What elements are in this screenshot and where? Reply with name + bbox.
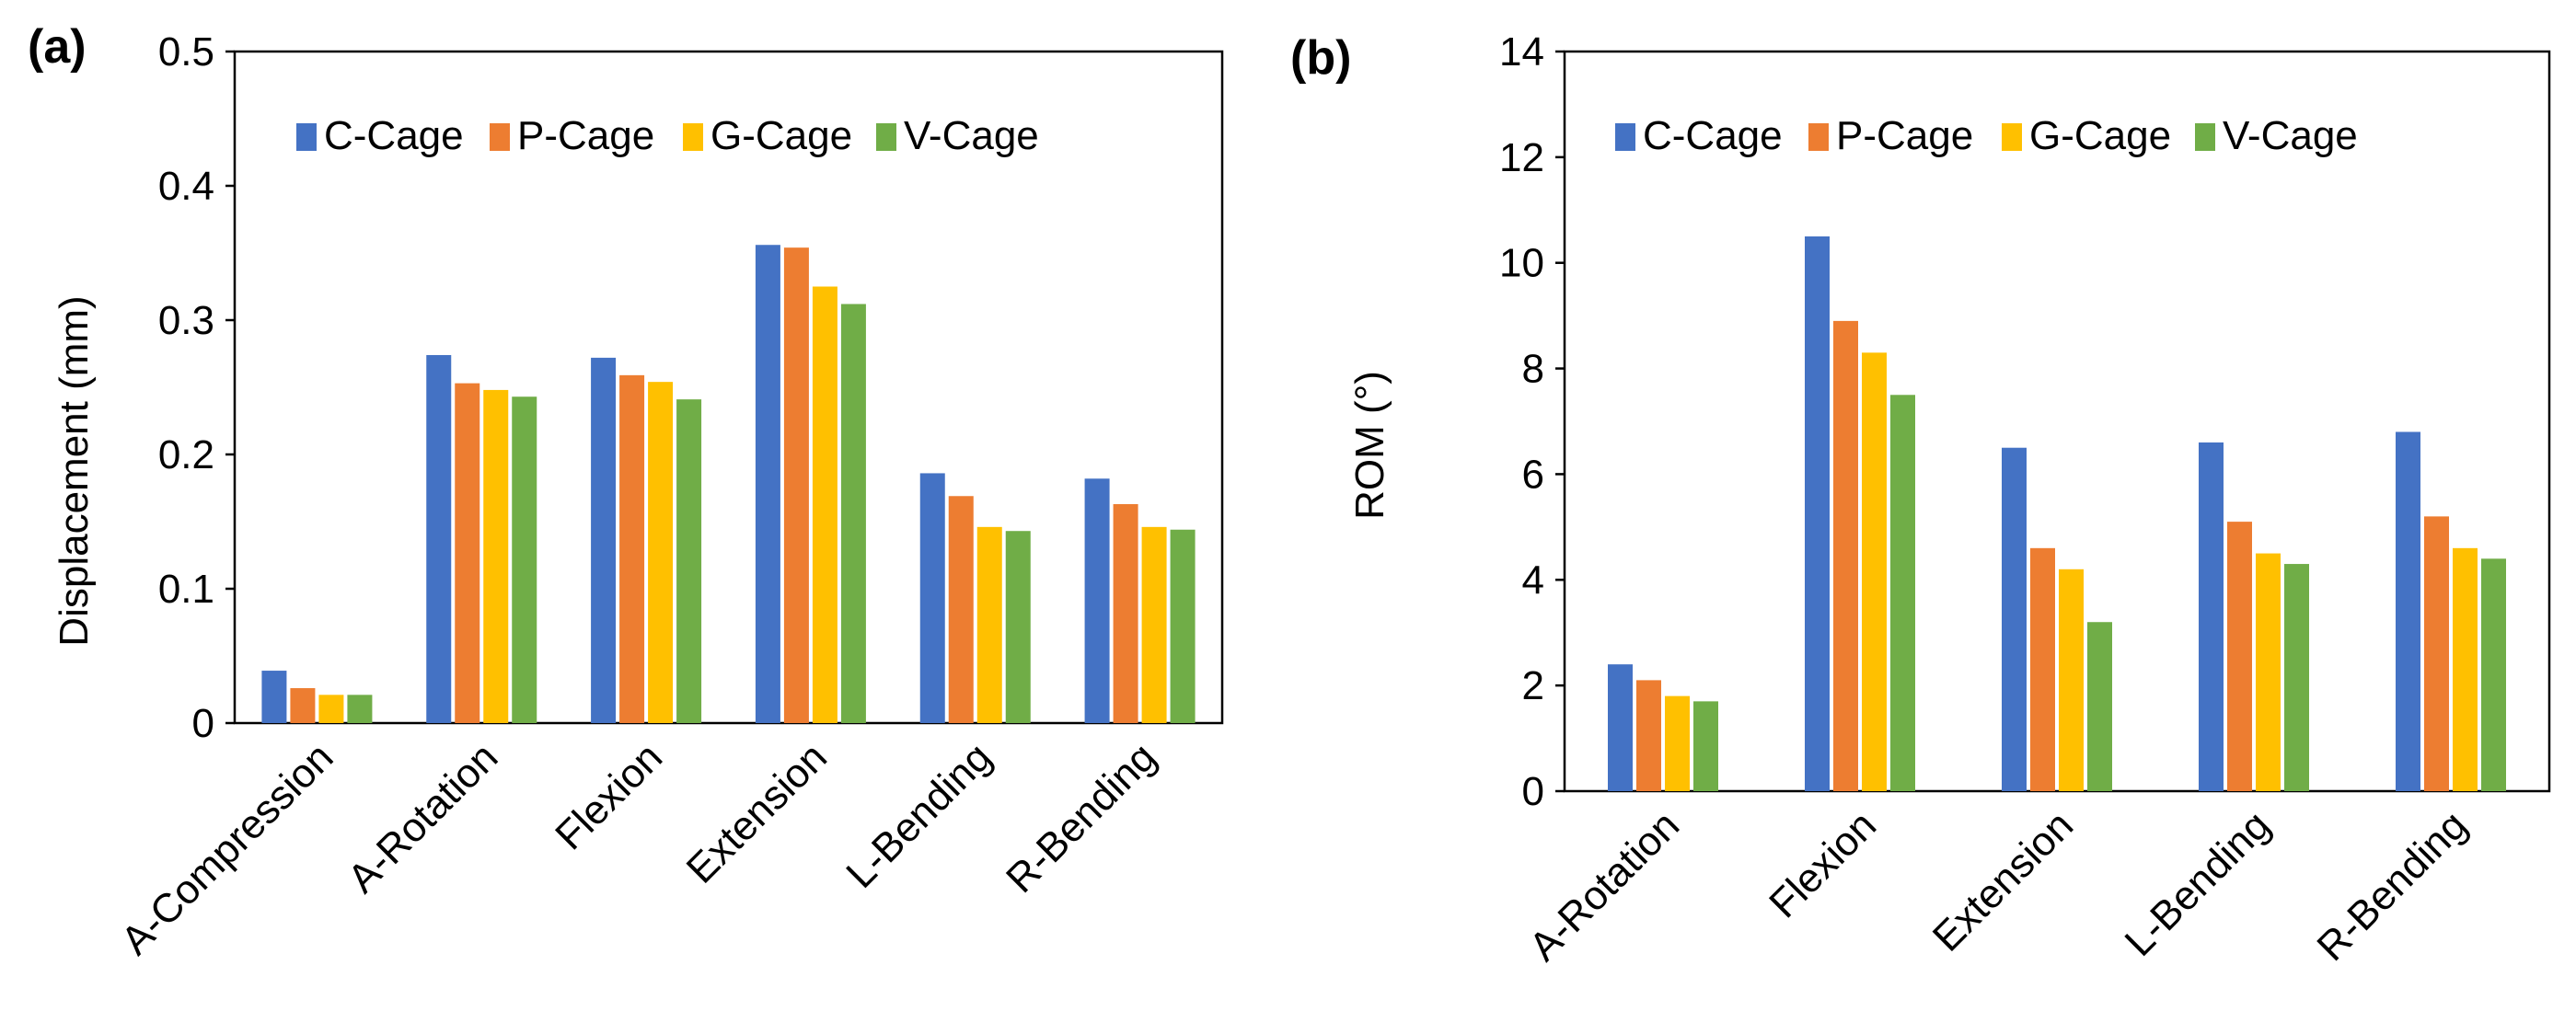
panel-b-legend-label-p-cage: P-Cage bbox=[1836, 113, 1973, 158]
panel-b-legend-label-c-cage: C-Cage bbox=[1643, 113, 1783, 158]
panel-a-bar-p-cage-a-compression bbox=[290, 688, 316, 723]
panel-a-bar-c-cage-l-bending bbox=[919, 473, 945, 723]
panel-a-bar-v-cage-l-bending bbox=[1005, 531, 1031, 723]
panel-b-category-label: A-Rotation bbox=[1520, 802, 1688, 970]
panel-b-y-axis-title: ROM (°) bbox=[1347, 371, 1392, 520]
panel-a-bar-p-cage-l-bending bbox=[948, 496, 974, 723]
panel-b-y-tick-label: 12 bbox=[1499, 135, 1544, 180]
panel-b-bar-c-cage-extension bbox=[2002, 447, 2027, 791]
panel-a-legend-label-v-cage: V-Cage bbox=[904, 113, 1039, 158]
panel-a-y-tick-label: 0.3 bbox=[158, 298, 214, 343]
panel-b-category-label: Extension bbox=[1924, 802, 2082, 959]
panel-a-label: (a) bbox=[28, 20, 87, 74]
panel-a-bar-g-cage-extension bbox=[812, 286, 837, 723]
panel-b-bar-v-cage-r-bending bbox=[2481, 558, 2506, 791]
panel-b-bar-v-cage-a-rotation bbox=[1693, 701, 1718, 791]
panel-b-bar-g-cage-r-bending bbox=[2453, 547, 2478, 791]
panel-b-y-tick-label: 14 bbox=[1499, 29, 1544, 75]
panel-b-bar-c-cage-flexion bbox=[1805, 236, 1830, 791]
panel-a-y-tick-label: 0.4 bbox=[158, 164, 214, 209]
panel-b-y-tick-label: 2 bbox=[1522, 663, 1544, 708]
panel-b-bar-g-cage-l-bending bbox=[2256, 553, 2281, 791]
panel-b-bar-g-cage-flexion bbox=[1862, 352, 1887, 791]
panel-a-legend-swatch-v-cage bbox=[876, 123, 896, 151]
panel-a-legend-swatch-c-cage bbox=[296, 123, 317, 151]
panel-a-category-label: Extension bbox=[678, 734, 836, 891]
panel-a-bar-c-cage-flexion bbox=[591, 357, 617, 723]
panel-b-bar-v-cage-l-bending bbox=[2284, 564, 2309, 791]
panel-a: (a) Displacement (mm) 0 0.1 0.2 0.3 0.4 0.5 A-… bbox=[28, 20, 1224, 963]
panel-b-label: (b) bbox=[1290, 31, 1351, 85]
panel-a-legend-label-g-cage: G-Cage bbox=[710, 113, 852, 158]
panel-a-bar-c-cage-a-rotation bbox=[426, 354, 452, 723]
panel-b-y-tick-label: 8 bbox=[1522, 347, 1544, 392]
panel-a-y-tick-label: 0 bbox=[192, 701, 214, 746]
panel-b-bar-c-cage-a-rotation bbox=[1608, 664, 1633, 791]
panel-a-bar-p-cage-flexion bbox=[619, 374, 645, 723]
panel-a-bar-g-cage-a-rotation bbox=[483, 389, 509, 723]
panel-a-legend-label-p-cage: P-Cage bbox=[517, 113, 654, 158]
panel-b-bar-v-cage-extension bbox=[2087, 622, 2112, 791]
panel-b-category-label: R-Bending bbox=[2308, 802, 2476, 970]
panel-b-legend-label-g-cage: G-Cage bbox=[2029, 113, 2171, 158]
panel-a-bar-g-cage-l-bending bbox=[976, 526, 1002, 723]
panel-a-category-label: Flexion bbox=[547, 734, 671, 858]
panel-b-legend-label-v-cage: V-Cage bbox=[2223, 113, 2358, 158]
panel-b-y-tick-label: 10 bbox=[1499, 241, 1544, 286]
panel-a-category-label: A-Rotation bbox=[340, 734, 507, 902]
panel-a-category-label: A-Compression bbox=[112, 734, 341, 963]
panel-b-legend-swatch-g-cage bbox=[2002, 123, 2022, 151]
panel-a-bar-v-cage-a-rotation bbox=[512, 396, 537, 723]
panel-a-legend-swatch-g-cage bbox=[683, 123, 703, 151]
panel-a-bar-g-cage-flexion bbox=[648, 382, 674, 723]
panel-a-bar-g-cage-a-compression bbox=[318, 695, 344, 723]
panel-a-y-tick-label: 0.2 bbox=[158, 432, 214, 477]
panel-a-bar-p-cage-r-bending bbox=[1113, 504, 1138, 723]
panel-b-bar-p-cage-flexion bbox=[1833, 320, 1858, 791]
panel-b-plot-area: 0 2 4 6 8 10 12 14 A-Rotation Flexion Extension L-B… bbox=[1499, 29, 2551, 970]
panel-b-bar-p-cage-a-rotation bbox=[1636, 680, 1661, 791]
panel-b-y-tick-label: 0 bbox=[1522, 769, 1544, 814]
panel-b-y-tick-label: 6 bbox=[1522, 452, 1544, 497]
panel-a-bar-v-cage-extension bbox=[840, 304, 866, 723]
panel-b-legend-swatch-v-cage bbox=[2195, 123, 2215, 151]
panel-b-bar-g-cage-extension bbox=[2059, 569, 2084, 791]
panel-a-bar-c-cage-r-bending bbox=[1084, 478, 1110, 723]
panel-a-bar-p-cage-a-rotation bbox=[455, 383, 480, 723]
panel-a-bar-v-cage-r-bending bbox=[1170, 529, 1196, 723]
panel-a-bar-v-cage-flexion bbox=[676, 399, 702, 723]
panel-b-bar-p-cage-l-bending bbox=[2227, 522, 2252, 791]
panel-b-bar-p-cage-extension bbox=[2030, 547, 2055, 791]
panel-b-y-tick-label: 4 bbox=[1522, 557, 1544, 603]
panel-b-bar-c-cage-l-bending bbox=[2199, 442, 2224, 791]
panel-a-bar-g-cage-r-bending bbox=[1141, 526, 1167, 723]
panel-b: (b) ROM (°) 0 2 4 6 8 10 12 14 A-Rotation Flexion… bbox=[1290, 29, 2551, 970]
panel-a-bar-c-cage-a-compression bbox=[261, 671, 287, 723]
panel-b-legend-swatch-p-cage bbox=[1808, 123, 1829, 151]
panel-b-legend-swatch-c-cage bbox=[1615, 123, 1635, 151]
panel-a-bar-v-cage-a-compression bbox=[347, 695, 373, 723]
panel-a-y-tick-label: 0.1 bbox=[158, 567, 214, 612]
panel-b-category-label: L-Bending bbox=[2117, 802, 2280, 965]
panel-a-bar-c-cage-extension bbox=[755, 245, 780, 723]
panel-a-legend-label-c-cage: C-Cage bbox=[324, 113, 464, 158]
panel-a-y-axis-title: Displacement (mm) bbox=[52, 295, 97, 646]
panel-b-bar-v-cage-flexion bbox=[1890, 395, 1915, 791]
panel-a-legend-swatch-p-cage bbox=[490, 123, 510, 151]
panel-b-bar-c-cage-r-bending bbox=[2396, 431, 2420, 791]
panel-a-category-label: L-Bending bbox=[837, 734, 1000, 897]
panel-a-plot-frame bbox=[233, 50, 1224, 725]
panel-b-plot-frame bbox=[1563, 50, 2551, 793]
panel-b-bar-p-cage-r-bending bbox=[2424, 516, 2449, 791]
panel-b-category-label: Flexion bbox=[1761, 802, 1885, 926]
panel-a-y-tick-label: 0.5 bbox=[158, 29, 214, 75]
panel-a-category-label: R-Bending bbox=[998, 734, 1165, 902]
panel-b-bar-g-cage-a-rotation bbox=[1665, 695, 1690, 791]
panel-a-bar-p-cage-extension bbox=[783, 247, 809, 723]
